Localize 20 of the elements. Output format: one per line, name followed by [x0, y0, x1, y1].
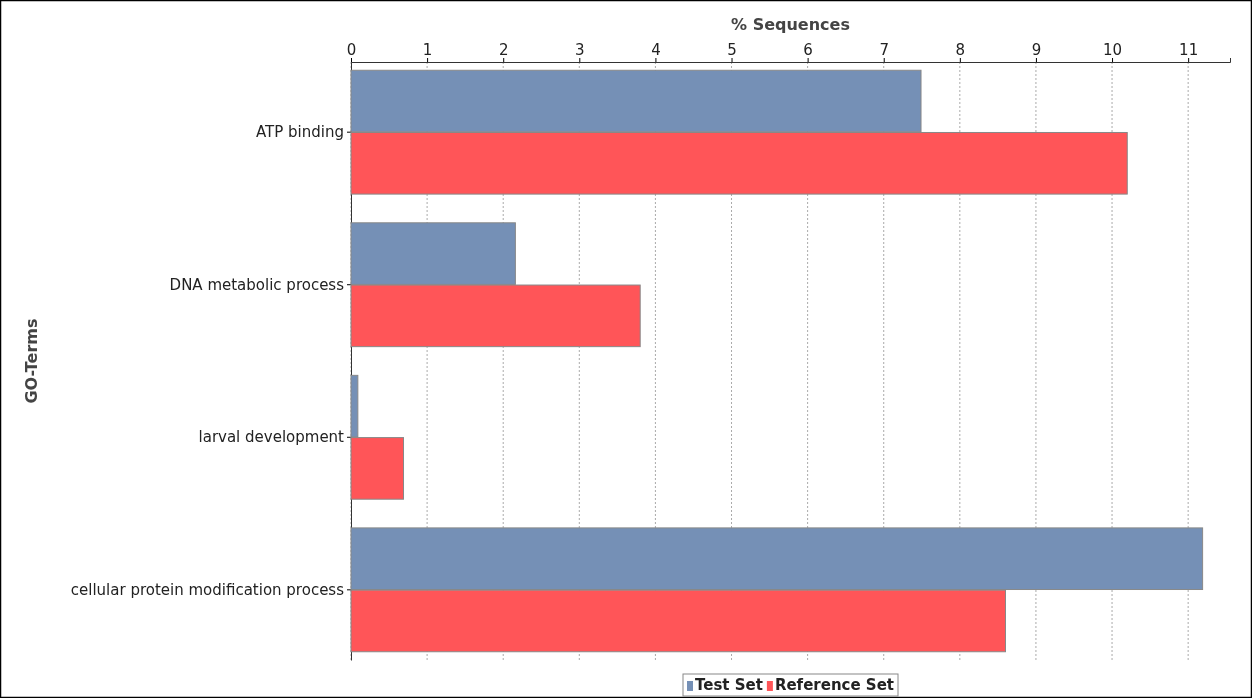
x-tick-label: 4: [651, 41, 661, 59]
x-tick-label: 6: [803, 41, 813, 59]
legend-label: Reference Set: [774, 676, 894, 694]
y-tick-label: DNA metabolic process: [169, 275, 345, 294]
y-tick-label: ATP binding: [256, 122, 344, 141]
x-tick-label: 3: [575, 41, 585, 59]
x-tick-label: 1: [422, 41, 433, 59]
x-axis-title: % Sequences: [731, 15, 850, 34]
legend-label: Test Set: [695, 676, 763, 694]
x-tick-label: 5: [727, 41, 737, 59]
y-tick-label: cellular protein modification process: [70, 580, 345, 599]
x-tick-label: 2: [498, 41, 509, 59]
x-tick-label: 10: [1102, 41, 1123, 59]
x-tick-label: 11: [1179, 41, 1199, 59]
y-tick-label: larval development: [198, 428, 345, 447]
x-tick-label: 7: [879, 41, 889, 59]
x-tick-label: 9: [1031, 41, 1042, 59]
x-tick-label: 0: [346, 41, 357, 59]
y-axis-title: GO-Terms: [22, 318, 41, 404]
x-tick-label: 8: [955, 41, 966, 59]
